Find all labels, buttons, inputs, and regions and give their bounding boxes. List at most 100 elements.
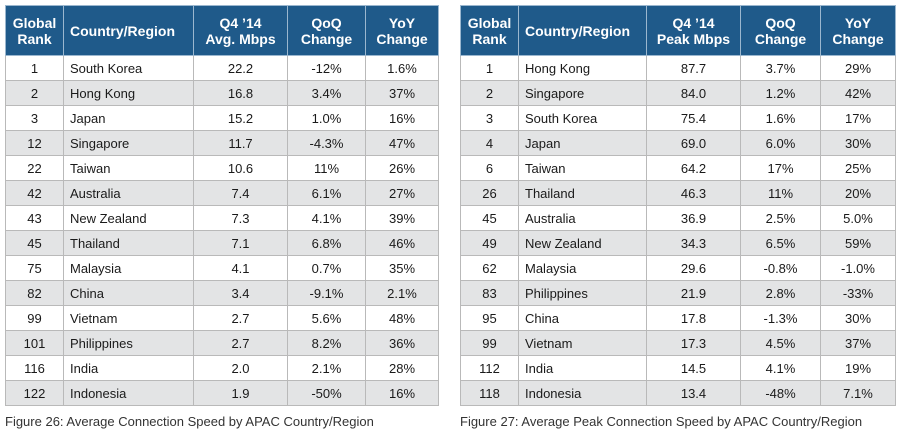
cell-qoq: 6.5% <box>740 230 821 256</box>
cell-country: Thailand <box>63 230 194 256</box>
table-row: 6 Taiwan 64.2 17% 25% <box>460 155 896 181</box>
table-row: 45 Thailand 7.1 6.8% 46% <box>5 230 439 256</box>
cell-yoy: 46% <box>365 230 439 256</box>
cell-rank: 116 <box>5 355 64 381</box>
cell-country: Hong Kong <box>518 55 647 81</box>
cell-speed: 64.2 <box>646 155 741 181</box>
cell-yoy: -33% <box>820 280 896 306</box>
cell-country: Vietnam <box>518 330 647 356</box>
header-row: Global Rank Country/Region Q4 ’14 Avg. Mbps Q… <box>5 5 439 56</box>
table-row: 118 Indonesia 13.4 -48% 7.1% <box>460 380 896 406</box>
cell-rank: 112 <box>460 355 519 381</box>
table-row: 49 New Zealand 34.3 6.5% 59% <box>460 230 896 256</box>
cell-qoq: 3.7% <box>740 55 821 81</box>
cell-country: Taiwan <box>518 155 647 181</box>
cell-rank: 49 <box>460 230 519 256</box>
cell-qoq: 1.2% <box>740 80 821 106</box>
cell-qoq: 6.8% <box>287 230 366 256</box>
cell-rank: 43 <box>5 205 64 231</box>
cell-rank: 26 <box>460 180 519 206</box>
cell-yoy: 35% <box>365 255 439 281</box>
column-header-yoy: YoY Change <box>820 5 896 56</box>
cell-yoy: 30% <box>820 305 896 331</box>
table-row: 99 Vietnam 17.3 4.5% 37% <box>460 330 896 356</box>
cell-rank: 99 <box>5 305 64 331</box>
table-row: 75 Malaysia 4.1 0.7% 35% <box>5 255 439 281</box>
cell-rank: 45 <box>460 205 519 231</box>
cell-qoq: 11% <box>740 180 821 206</box>
cell-qoq: 6.0% <box>740 130 821 156</box>
cell-country: New Zealand <box>63 205 194 231</box>
cell-rank: 6 <box>460 155 519 181</box>
cell-speed: 87.7 <box>646 55 741 81</box>
cell-country: Hong Kong <box>63 80 194 106</box>
cell-yoy: 16% <box>365 380 439 406</box>
table-row: 82 China 3.4 -9.1% 2.1% <box>5 280 439 306</box>
cell-speed: 36.9 <box>646 205 741 231</box>
cell-yoy: 16% <box>365 105 439 131</box>
cell-speed: 16.8 <box>193 80 288 106</box>
cell-speed: 21.9 <box>646 280 741 306</box>
column-header-rank: Global Rank <box>5 5 64 56</box>
cell-rank: 62 <box>460 255 519 281</box>
table-row: 3 South Korea 75.4 1.6% 17% <box>460 105 896 131</box>
table-row: 101 Philippines 2.7 8.2% 36% <box>5 330 439 356</box>
cell-yoy: -1.0% <box>820 255 896 281</box>
column-header-qoq: QoQ Change <box>287 5 366 56</box>
table-row: 83 Philippines 21.9 2.8% -33% <box>460 280 896 306</box>
cell-country: Singapore <box>63 130 194 156</box>
cell-qoq: -1.3% <box>740 305 821 331</box>
cell-country: Indonesia <box>63 380 194 406</box>
cell-speed: 3.4 <box>193 280 288 306</box>
cell-country: South Korea <box>63 55 194 81</box>
cell-country: China <box>63 280 194 306</box>
table-row: 43 New Zealand 7.3 4.1% 39% <box>5 205 439 231</box>
cell-speed: 69.0 <box>646 130 741 156</box>
cell-rank: 118 <box>460 380 519 406</box>
cell-yoy: 29% <box>820 55 896 81</box>
cell-country: India <box>518 355 647 381</box>
cell-yoy: 5.0% <box>820 205 896 231</box>
cell-speed: 1.9 <box>193 380 288 406</box>
cell-rank: 22 <box>5 155 64 181</box>
cell-speed: 7.3 <box>193 205 288 231</box>
cell-country: Vietnam <box>63 305 194 331</box>
avg-speed-panel: Global Rank Country/Region Q4 ’14 Avg. Mbps Q… <box>5 5 439 429</box>
cell-speed: 2.0 <box>193 355 288 381</box>
cell-speed: 14.5 <box>646 355 741 381</box>
table-row: 26 Thailand 46.3 11% 20% <box>460 180 896 206</box>
column-header-yoy: YoY Change <box>365 5 439 56</box>
cell-yoy: 36% <box>365 330 439 356</box>
column-header-speed: Q4 ’14 Peak Mbps <box>646 5 741 56</box>
cell-rank: 3 <box>460 105 519 131</box>
table-row: 116 India 2.0 2.1% 28% <box>5 355 439 381</box>
cell-rank: 4 <box>460 130 519 156</box>
cell-country: Thailand <box>518 180 647 206</box>
table-row: 1 Hong Kong 87.7 3.7% 29% <box>460 55 896 81</box>
table-row: 42 Australia 7.4 6.1% 27% <box>5 180 439 206</box>
cell-speed: 46.3 <box>646 180 741 206</box>
cell-speed: 7.1 <box>193 230 288 256</box>
cell-yoy: 48% <box>365 305 439 331</box>
cell-country: Philippines <box>63 330 194 356</box>
cell-yoy: 25% <box>820 155 896 181</box>
cell-qoq: 11% <box>287 155 366 181</box>
cell-rank: 83 <box>460 280 519 306</box>
cell-rank: 99 <box>460 330 519 356</box>
cell-speed: 17.3 <box>646 330 741 356</box>
cell-country: Singapore <box>518 80 647 106</box>
cell-speed: 75.4 <box>646 105 741 131</box>
cell-qoq: 4.1% <box>287 205 366 231</box>
cell-country: Japan <box>63 105 194 131</box>
cell-speed: 11.7 <box>193 130 288 156</box>
cell-yoy: 37% <box>365 80 439 106</box>
cell-yoy: 19% <box>820 355 896 381</box>
cell-rank: 3 <box>5 105 64 131</box>
column-header-qoq: QoQ Change <box>740 5 821 56</box>
cell-yoy: 2.1% <box>365 280 439 306</box>
column-header-speed: Q4 ’14 Avg. Mbps <box>193 5 288 56</box>
cell-yoy: 20% <box>820 180 896 206</box>
cell-country: Taiwan <box>63 155 194 181</box>
cell-rank: 1 <box>460 55 519 81</box>
cell-yoy: 42% <box>820 80 896 106</box>
